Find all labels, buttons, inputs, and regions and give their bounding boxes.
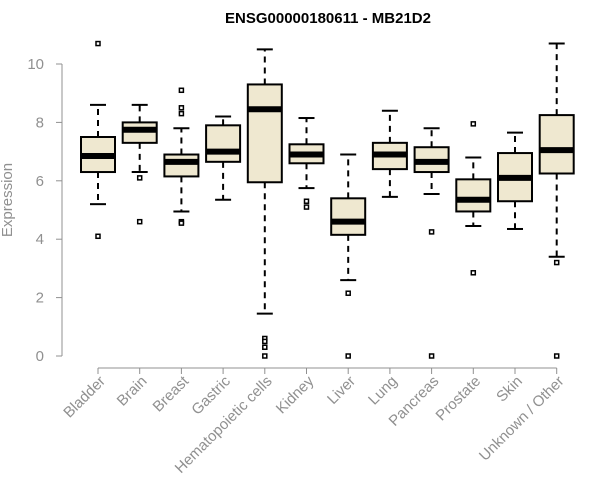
box-body (330, 197, 367, 236)
outlier-point (428, 229, 435, 235)
y-tick-label: 8 (36, 114, 44, 131)
box-prostate (455, 121, 492, 276)
box-pancreas (413, 127, 450, 359)
box-skin (497, 131, 533, 230)
box-series (80, 40, 575, 359)
box-brain (121, 103, 158, 225)
chart-title: ENSG00000180611 - MB21D2 (225, 10, 431, 27)
x-tick-label: Brain (114, 373, 151, 410)
y-tick-label: 0 (36, 348, 44, 365)
box-body (455, 178, 492, 213)
y-tick-label: 4 (36, 231, 44, 248)
outlier-point (178, 110, 185, 117)
box-kidney (288, 117, 325, 210)
outlier-point (470, 270, 477, 276)
outlier-point (553, 353, 560, 359)
x-tick-label: Skin (493, 373, 526, 406)
box-liver (330, 153, 367, 359)
x-tick-label: Bladder (60, 373, 109, 422)
box-body (205, 124, 242, 163)
outlier-point (178, 220, 185, 226)
x-tick-label: Breast (150, 372, 193, 415)
outlier-point (136, 218, 143, 225)
box-body (538, 114, 575, 175)
x-tick-label: Kidney (273, 372, 318, 417)
x-tick-label: Liver (324, 373, 359, 408)
outlier-point (428, 353, 435, 359)
outlier-point (136, 175, 143, 181)
outlier-point (553, 259, 560, 266)
outlier-point (95, 233, 101, 240)
box-unknown-other (538, 42, 575, 359)
y-tick-label: 6 (36, 173, 44, 190)
x-tick-label: Prostate (433, 373, 485, 425)
outlier-point (262, 353, 268, 359)
box-lung (371, 109, 408, 198)
box-breast (163, 87, 200, 226)
outlier-point (303, 198, 310, 204)
box-hematopoietic-cells (246, 48, 283, 359)
box-body (163, 153, 200, 178)
y-axis-label: Expression (0, 163, 16, 237)
outlier-point (95, 40, 101, 47)
outlier-point (345, 353, 351, 359)
box-body (246, 83, 283, 184)
outlier-point (262, 338, 268, 345)
x-tick-label: Lung (365, 373, 401, 409)
y-axis: 0 2 4 6 8 10 (27, 56, 63, 365)
outlier-point (178, 105, 185, 111)
outlier-point (303, 204, 310, 210)
box-gastric (205, 115, 242, 201)
box-bladder (80, 40, 116, 240)
y-tick-label: 10 (27, 56, 44, 73)
outlier-point (470, 121, 477, 127)
y-tick-label: 2 (36, 290, 44, 307)
outlier-point (345, 290, 351, 296)
outlier-point (178, 87, 185, 94)
outlier-point (262, 344, 268, 350)
